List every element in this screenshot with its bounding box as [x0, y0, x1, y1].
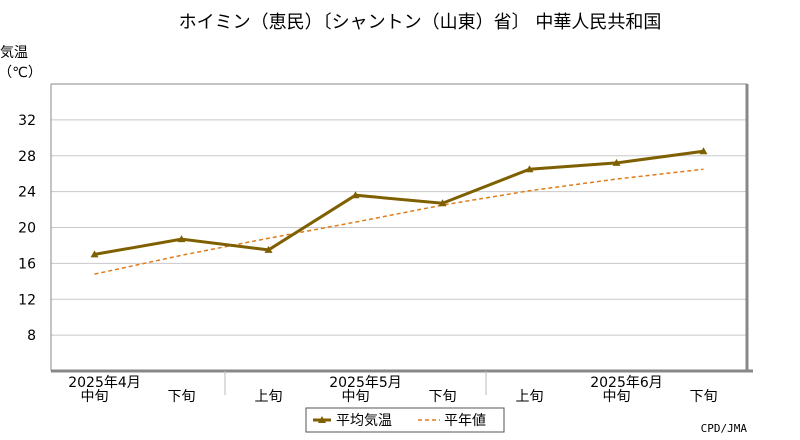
y-tick-label-6: 32	[18, 113, 36, 129]
y-tick-label-5: 28	[18, 149, 36, 165]
x-tick-label-0: 中旬	[81, 389, 109, 405]
month-label-2: 2025年6月	[590, 375, 663, 391]
series-0-point-1	[177, 235, 186, 243]
series-0-point-0	[90, 250, 99, 258]
credit: CPD/JMA	[701, 422, 748, 435]
series-0-point-6	[612, 158, 621, 166]
y-axis-ticks: 8 12 16 20 24 28 32	[18, 113, 36, 344]
x-axis-ticks: 中旬 下旬 上旬 中旬 下旬 上旬 中旬 下旬 2025年4月 2025年5月 2025年6月	[68, 371, 718, 405]
x-tick-label-4: 下旬	[429, 389, 457, 405]
y-axis-unit: （℃）	[0, 65, 42, 81]
y-tick-label-3: 20	[18, 221, 36, 237]
series-0-point-3	[351, 191, 360, 199]
month-label-0: 2025年4月	[68, 375, 141, 391]
legend-marker-mean	[318, 416, 326, 423]
plot-area	[50, 83, 753, 373]
x-tick-label-1: 下旬	[168, 389, 196, 405]
series-0-point-2	[264, 245, 273, 253]
legend-label-mean: 平均気温	[336, 413, 392, 429]
y-tick-label-0: 8	[27, 328, 36, 344]
legend-box	[305, 407, 505, 433]
legend-label-normal: 平年値	[444, 413, 486, 429]
series-0-point-5	[525, 165, 534, 173]
legend: 平均気温 平年値	[305, 407, 505, 433]
series-0-point-7	[699, 147, 708, 155]
y-axis-label: 気温	[0, 45, 28, 61]
x-tick-label-5: 上旬	[516, 389, 544, 405]
series-line-0	[94, 149, 704, 256]
series-line-1	[94, 168, 704, 275]
x-tick-label-6: 中旬	[603, 389, 631, 405]
x-tick-label-2: 上旬	[255, 389, 283, 405]
chart-title: ホイミン（恵民）〔シャントン（山東）省〕 中華人民共和国	[179, 12, 662, 33]
y-tick-label-2: 16	[18, 256, 36, 272]
y-tick-label-4: 24	[18, 185, 36, 201]
series-layer	[90, 147, 708, 275]
x-tick-label-3: 中旬	[342, 389, 370, 405]
series-0-point-4	[438, 199, 447, 207]
month-label-1: 2025年5月	[329, 375, 402, 391]
y-tick-label-1: 12	[18, 292, 36, 308]
x-tick-label-7: 下旬	[690, 389, 718, 405]
